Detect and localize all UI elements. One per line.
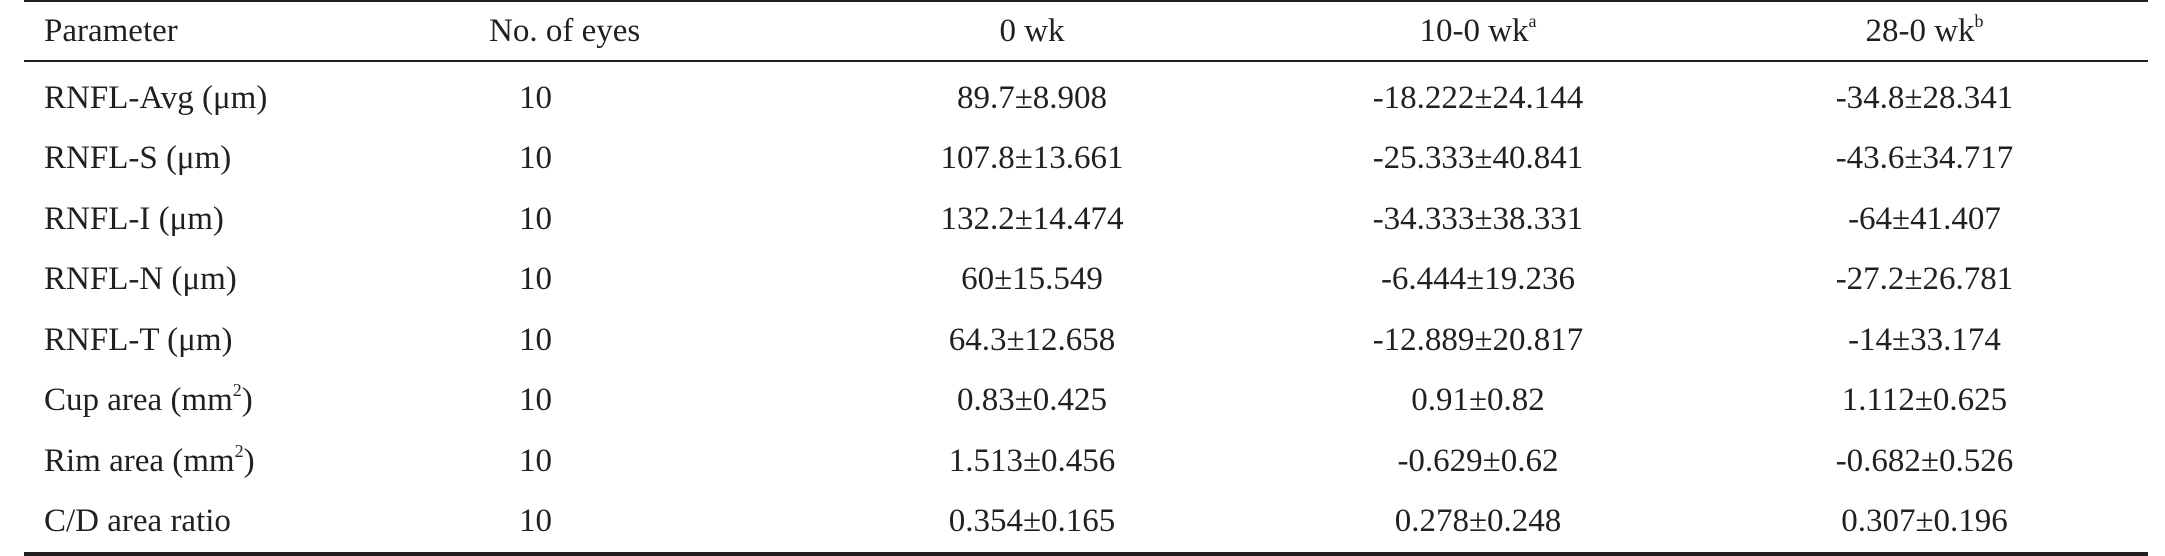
header-week10-text: 10-0 wk <box>1419 12 1529 49</box>
cell-eyes: 10 <box>419 310 809 371</box>
parameter-label: Cup area (mm <box>44 382 233 419</box>
cell-parameter: RNFL-T (μm) <box>24 310 419 371</box>
cell-eyes: 10 <box>419 189 809 250</box>
eyes-count: 10 <box>519 503 552 540</box>
cell-parameter: RNFL-S (μm) <box>24 129 419 190</box>
table-row: RNFL-I (μm) 10 132.2±14.474 -34.333±38.331 -… <box>24 189 2148 250</box>
header-week28-footnote-mark: b <box>1974 10 1984 31</box>
table-row: RNFL-S (μm) 10 107.8±13.661 -25.333±40.841 -… <box>24 129 2148 190</box>
cell-week0: 64.3±12.658 <box>948 321 1116 358</box>
unit-superscript: 2 <box>234 440 244 461</box>
header-row: Parameter No. of eyes 0 wk 10-0 wka 28-0… <box>24 1 2148 61</box>
eyes-count: 10 <box>519 321 552 358</box>
cell-week28: -0.682±0.526 <box>1835 442 2014 479</box>
results-table: Parameter No. of eyes 0 wk 10-0 wka 28-0… <box>24 0 2148 556</box>
cell-week28: 1.112±0.625 <box>1841 382 2008 419</box>
cell-week10: -34.333±38.331 <box>1372 200 1584 237</box>
header-week28: 28-0 wkb <box>1701 1 2148 61</box>
cell-parameter: Rim area (mm2) <box>24 431 419 492</box>
cell-week10: -0.629±0.62 <box>1397 442 1559 479</box>
cell-week0: 89.7±8.908 <box>956 79 1108 116</box>
header-eyes-text: No. of eyes <box>489 12 641 49</box>
cell-week28: -27.2±26.781 <box>1835 261 2014 298</box>
cell-parameter: RNFL-N (μm) <box>24 250 419 311</box>
eyes-count: 10 <box>519 200 552 237</box>
parameter-label: RNFL-N (μm) <box>44 261 237 298</box>
eyes-count: 10 <box>519 442 552 479</box>
header-week0: 0 wk <box>809 1 1255 61</box>
cell-parameter: RNFL-I (μm) <box>24 189 419 250</box>
cell-eyes: 10 <box>419 61 809 129</box>
cell-eyes: 10 <box>419 129 809 190</box>
parameter-label: RNFL-I (μm) <box>44 200 224 237</box>
header-parameter-text: Parameter <box>44 12 178 49</box>
cell-week10: -25.333±40.841 <box>1372 140 1584 177</box>
unit-close-paren: ) <box>241 382 253 419</box>
header-week10-footnote-mark: a <box>1528 10 1537 31</box>
parameter-label: C/D area ratio <box>44 503 231 540</box>
cell-week0: 107.8±13.661 <box>940 140 1124 177</box>
header-week10: 10-0 wka <box>1255 1 1701 61</box>
header-week28-text: 28-0 wk <box>1865 12 1975 49</box>
cell-week10: -6.444±19.236 <box>1380 261 1576 298</box>
cell-eyes: 10 <box>419 371 809 432</box>
cell-parameter: C/D area ratio <box>24 492 419 555</box>
cell-week0: 60±15.549 <box>961 261 1103 298</box>
cell-week28: -43.6±34.717 <box>1835 140 2014 177</box>
table-row: C/D area ratio 10 0.354±0.165 0.278±0.248 0.… <box>24 492 2148 555</box>
header-week0-text: 0 wk <box>999 12 1065 49</box>
cell-week0: 0.354±0.165 <box>948 503 1116 540</box>
cell-week28: -34.8±28.341 <box>1835 79 2014 116</box>
cell-week10: 0.91±0.82 <box>1411 382 1545 419</box>
table-body: RNFL-Avg (μm) 10 89.7±8.908 -18.222±24.144 -… <box>24 61 2148 554</box>
header-eyes: No. of eyes <box>419 1 809 61</box>
table-row: RNFL-N (μm) 10 60±15.549 -6.444±19.236 -27.2… <box>24 250 2148 311</box>
eyes-count: 10 <box>519 261 552 298</box>
cell-week10: -12.889±20.817 <box>1372 321 1584 358</box>
parameter-label: Rim area (mm <box>44 442 235 479</box>
parameter-label: RNFL-T (μm) <box>44 321 233 358</box>
table-row: Cup area (mm2) 10 0.83±0.425 0.91±0.82 1.112… <box>24 371 2148 432</box>
cell-week10: -18.222±24.144 <box>1372 79 1584 116</box>
cell-week0: 1.513±0.456 <box>948 442 1116 479</box>
cell-parameter: RNFL-Avg (μm) <box>24 61 419 129</box>
eyes-count: 10 <box>519 382 552 419</box>
cell-week0: 132.2±14.474 <box>940 200 1124 237</box>
cell-week10: 0.278±0.248 <box>1394 503 1562 540</box>
cell-eyes: 10 <box>419 492 809 555</box>
results-table-container: Parameter No. of eyes 0 wk 10-0 wka 28-0… <box>24 0 2148 556</box>
eyes-count: 10 <box>519 79 552 116</box>
cell-eyes: 10 <box>419 431 809 492</box>
cell-week28: -64±41.407 <box>1848 200 2001 237</box>
header-parameter: Parameter <box>24 1 419 61</box>
cell-week0: 0.83±0.425 <box>956 382 1108 419</box>
parameter-label: RNFL-Avg (μm) <box>44 79 268 116</box>
table-row: RNFL-T (μm) 10 64.3±12.658 -12.889±20.817 -1… <box>24 310 2148 371</box>
cell-week28: -14±33.174 <box>1848 321 2001 358</box>
unit-close-paren: ) <box>243 442 255 479</box>
parameter-label: RNFL-S (μm) <box>44 140 232 177</box>
table-row: Rim area (mm2) 10 1.513±0.456 -0.629±0.62 -0… <box>24 431 2148 492</box>
eyes-count: 10 <box>519 140 552 177</box>
table-row: RNFL-Avg (μm) 10 89.7±8.908 -18.222±24.144 -… <box>24 61 2148 129</box>
table-header: Parameter No. of eyes 0 wk 10-0 wka 28-0… <box>24 1 2148 61</box>
cell-parameter: Cup area (mm2) <box>24 371 419 432</box>
cell-week28: 0.307±0.196 <box>1841 503 2008 540</box>
unit-superscript: 2 <box>232 380 242 401</box>
cell-eyes: 10 <box>419 250 809 311</box>
